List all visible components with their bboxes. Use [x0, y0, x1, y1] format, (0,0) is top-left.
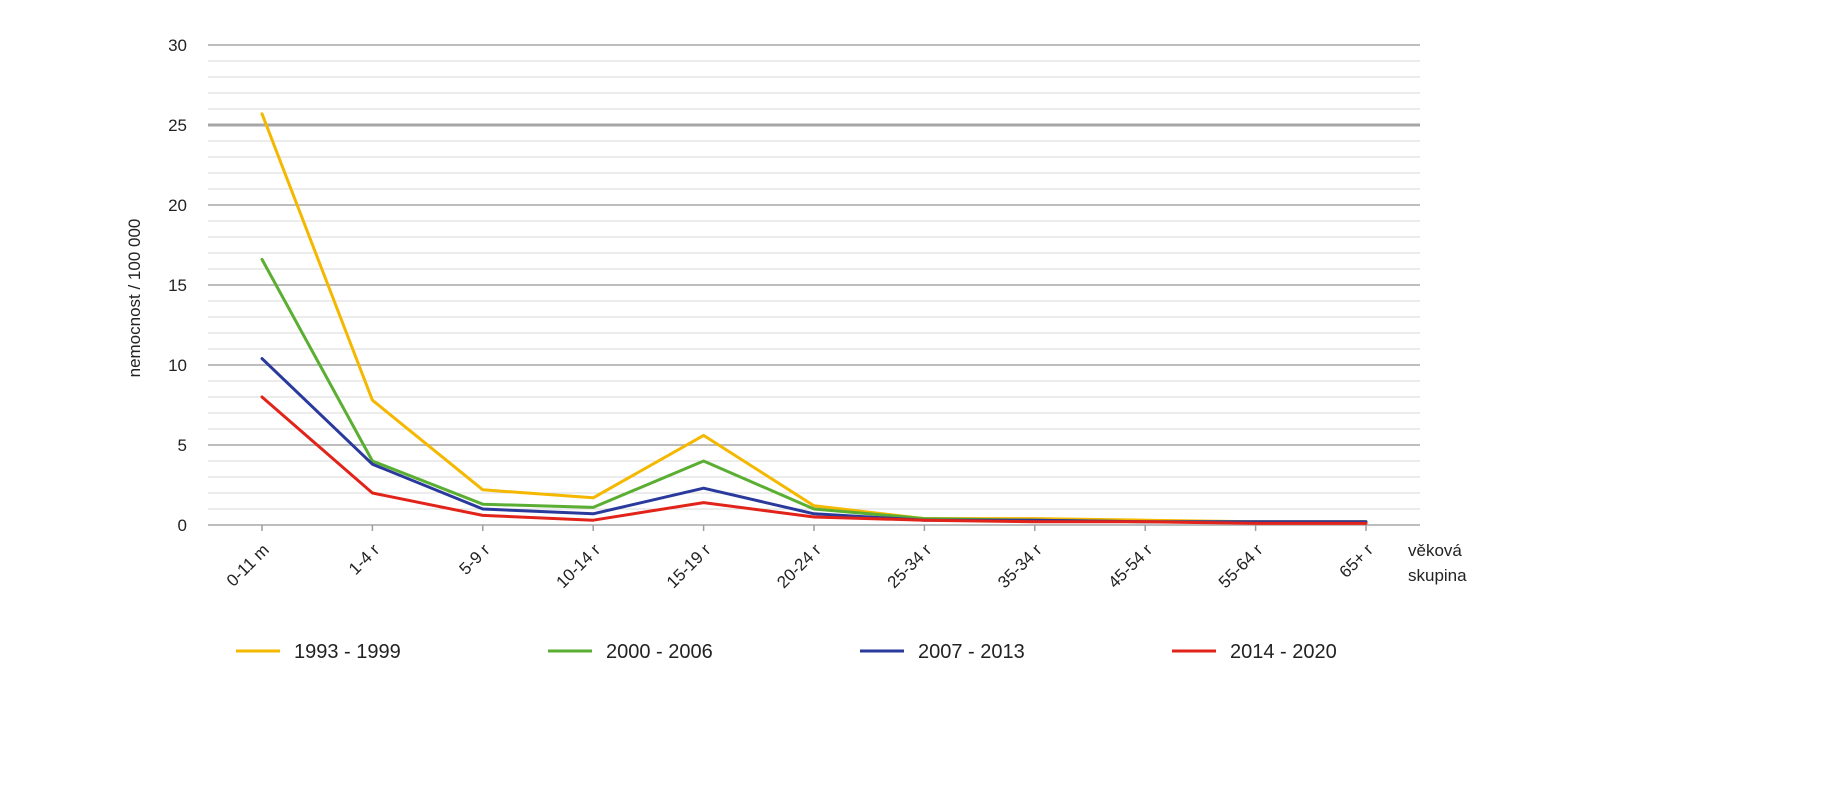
series-line — [260, 357, 1368, 524]
legend-label: 2000 - 2006 — [606, 641, 713, 663]
major-gridlines — [208, 44, 1420, 526]
series-line — [260, 257, 1368, 524]
y-axis-ticks: 0 5 10 15 20 25 30 — [168, 36, 187, 535]
series-lines — [260, 112, 1368, 525]
y-tick-label: 20 — [168, 196, 187, 215]
x-tick-label: 45-54 r — [1104, 540, 1156, 592]
legend-item: 1993 - 1999 — [236, 641, 401, 663]
legend-item: 2014 - 2020 — [1172, 641, 1337, 663]
y-tick-label: 30 — [168, 36, 187, 55]
x-tick-label: 35-34 r — [994, 540, 1046, 592]
legend-label: 2014 - 2020 — [1230, 641, 1337, 663]
x-tick-label: 0-11 m — [223, 540, 273, 590]
y-tick-label: 5 — [178, 436, 187, 455]
legend-label: 2007 - 2013 — [918, 641, 1025, 663]
x-tick-label: 55-64 r — [1215, 540, 1267, 592]
x-tick-label: 65+ r — [1336, 540, 1377, 581]
y-tick-label: 10 — [168, 356, 187, 375]
x-axis-label: věková skupina — [1408, 541, 1467, 585]
x-tick-label: 5-9 r — [455, 540, 493, 578]
x-tick-label: 15-19 r — [663, 540, 715, 592]
x-tick-label: 20-24 r — [773, 540, 825, 592]
y-tick-label: 25 — [168, 116, 187, 135]
legend-item: 2007 - 2013 — [860, 641, 1025, 663]
y-tick-label: 15 — [168, 276, 187, 295]
y-axis-label: nemocnost / 100 000 — [125, 219, 144, 378]
minor-gridlines — [208, 60, 1420, 510]
x-tick-label: 10-14 r — [552, 540, 604, 592]
legend: 1993 - 1999 2000 - 2006 2007 - 2013 2014 - … — [236, 641, 1337, 663]
legend-label: 1993 - 1999 — [294, 641, 401, 663]
y-tick-label: 0 — [178, 516, 187, 535]
legend-item: 2000 - 2006 — [548, 641, 713, 663]
x-axis-ticks: 0-11 m 1-4 r 5-9 r 10-14 r 15-19 r 20-24 r 25-… — [223, 525, 1377, 592]
x-tick-label: 1-4 r — [345, 540, 383, 578]
x-tick-label: 25-34 r — [884, 540, 936, 592]
series-line — [260, 395, 1368, 525]
